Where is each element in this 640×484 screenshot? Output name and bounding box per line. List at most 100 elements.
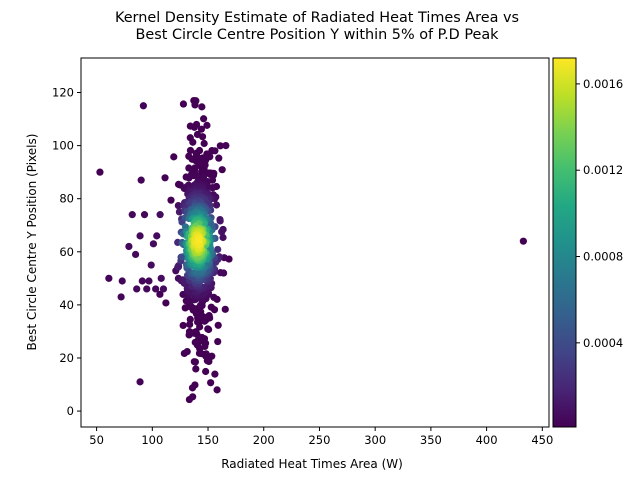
data-point [216, 217, 224, 225]
data-point [213, 386, 221, 394]
x-axis-ticks: 50 100 150 200 250 300 350 400 450 [89, 427, 553, 447]
data-point [137, 176, 145, 184]
data-point [214, 245, 222, 254]
data-point [198, 103, 206, 111]
data-point [212, 201, 221, 209]
data-point [159, 285, 168, 293]
data-point [167, 196, 175, 204]
data-point [211, 147, 219, 155]
data-point [210, 169, 218, 177]
data-point [156, 211, 164, 219]
data-point [197, 125, 206, 133]
data-point [200, 139, 208, 148]
x-tick-label: 350 [420, 433, 442, 447]
data-point [149, 240, 158, 248]
data-point [216, 269, 225, 277]
data-point [179, 100, 188, 108]
y-tick-label: 0 [67, 404, 74, 418]
chart-title-line-2: Best Circle Centre Position Y within 5% … [136, 27, 500, 43]
data-point [156, 290, 164, 298]
data-point [203, 121, 211, 129]
x-tick-label: 150 [197, 433, 219, 447]
data-point [190, 358, 198, 366]
y-tick-label: 100 [52, 139, 74, 153]
y-tick-label: 60 [59, 245, 74, 259]
data-point [195, 236, 203, 244]
y-tick-label: 20 [59, 351, 74, 365]
data-point [192, 365, 200, 373]
data-point [117, 293, 125, 301]
data-point [128, 211, 136, 219]
data-point [186, 146, 195, 155]
data-point [196, 345, 204, 353]
data-point [210, 293, 218, 301]
data-point [105, 274, 113, 282]
data-point [202, 350, 210, 358]
data-point [139, 102, 147, 110]
data-point [214, 321, 222, 329]
y-axis-label: Best Circle Centre Y Position (Pixels) [25, 134, 39, 351]
y-tick-label: 40 [59, 298, 74, 312]
data-point [136, 232, 144, 240]
data-point [199, 337, 207, 345]
data-point [138, 277, 146, 285]
data-point [189, 138, 197, 146]
data-point [218, 166, 226, 174]
data-point [218, 228, 226, 236]
x-tick-label: 100 [141, 433, 163, 447]
data-point [191, 101, 199, 109]
data-point [208, 352, 216, 360]
data-point [147, 261, 155, 269]
y-axis-ticks: 0 20 40 60 80 100 120 [52, 86, 81, 418]
chart-title-line-1: Kernel Density Estimate of Radiated Heat… [115, 10, 519, 26]
colorbar-ticks: 0.0004 0.0008 0.0012 0.0016 [576, 77, 623, 350]
data-point [203, 150, 211, 158]
data-point [180, 349, 188, 358]
colorbar-tick-label: 0.0004 [583, 336, 623, 350]
data-point [161, 174, 169, 182]
colorbar [552, 57, 577, 428]
data-point [214, 337, 222, 346]
data-point [207, 303, 215, 311]
data-point [219, 233, 227, 242]
data-point [175, 208, 184, 216]
colorbar-tick-label: 0.0012 [583, 163, 623, 177]
data-point [189, 393, 197, 401]
data-point [136, 378, 144, 386]
y-tick-label: 80 [59, 192, 74, 206]
x-tick-label: 50 [89, 433, 104, 447]
x-tick-label: 450 [531, 433, 553, 447]
data-point [202, 367, 210, 376]
data-point [185, 164, 193, 172]
data-point [132, 250, 140, 259]
data-point [153, 232, 161, 240]
data-point [187, 303, 195, 311]
data-point [205, 357, 213, 366]
data-point [192, 328, 200, 336]
plot-area-frame [80, 57, 550, 428]
data-point [143, 285, 151, 293]
data-point [186, 315, 194, 323]
data-point [152, 285, 160, 293]
data-point [188, 155, 196, 163]
colorbar-tick-label: 0.0008 [583, 250, 623, 264]
data-point [206, 314, 214, 322]
data-point [186, 122, 194, 130]
data-point [211, 370, 219, 378]
data-point [162, 299, 170, 307]
data-points [96, 96, 527, 404]
data-point [198, 314, 207, 322]
data-point [195, 158, 203, 166]
data-point [170, 153, 178, 161]
data-point [192, 120, 201, 129]
data-point [118, 277, 126, 285]
y-tick-label: 120 [52, 86, 74, 100]
data-point [198, 133, 207, 141]
x-tick-label: 300 [364, 433, 386, 447]
data-point [140, 211, 149, 219]
data-point [216, 142, 224, 150]
data-point [125, 242, 133, 251]
data-point [145, 277, 153, 285]
